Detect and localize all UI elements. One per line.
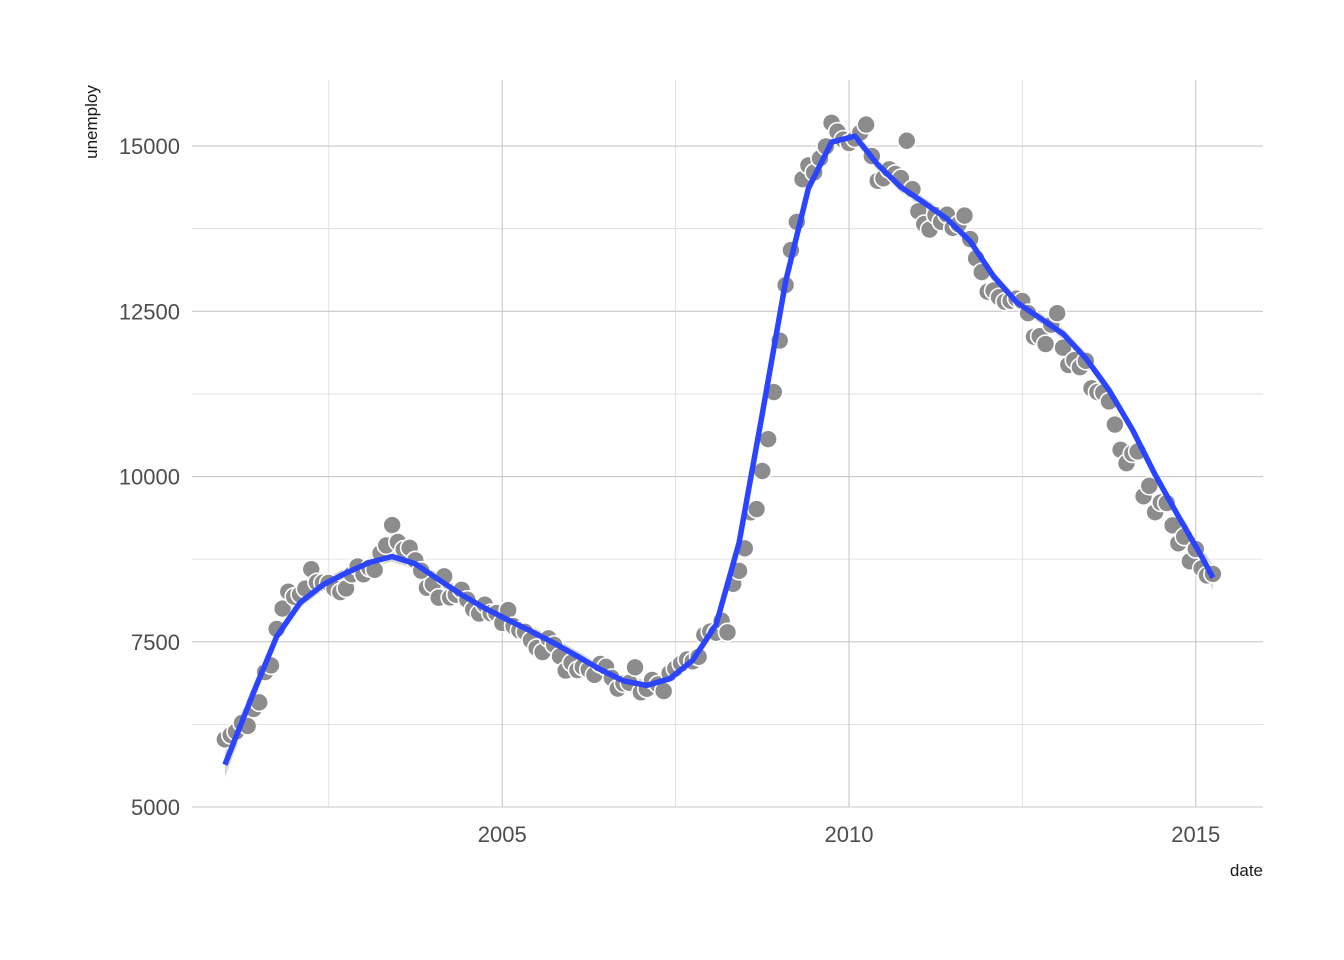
confidence-band-layer — [224, 130, 1213, 778]
grid-lines — [192, 80, 1263, 808]
smooth-trend-line — [222, 133, 1216, 766]
data-point — [1105, 414, 1125, 435]
smooth-trend-layer — [222, 133, 1216, 766]
y-tick-label: 5000 — [131, 795, 180, 820]
x-axis-title: date — [1230, 861, 1263, 880]
data-point — [1053, 337, 1073, 358]
data-point — [954, 205, 975, 226]
y-axis-title: unemploy — [82, 85, 101, 159]
x-tick-label: 2010 — [825, 822, 874, 847]
data-point — [1047, 303, 1067, 324]
data-point — [752, 461, 773, 481]
data-point — [625, 657, 645, 678]
y-tick-label: 15000 — [119, 134, 180, 159]
data-point — [896, 130, 917, 151]
data-point — [717, 622, 738, 643]
data-point — [382, 515, 402, 535]
data-point — [856, 114, 876, 135]
y-axis-tick-labels: 5000 7500 10000 12500 15000 — [119, 134, 180, 820]
data-points — [215, 113, 1223, 750]
x-tick-label: 2005 — [478, 822, 527, 847]
data-point — [1035, 334, 1056, 354]
data-point — [746, 499, 767, 519]
y-tick-label: 7500 — [131, 630, 180, 655]
y-tick-label: 12500 — [119, 299, 180, 324]
confidence-band — [224, 130, 1213, 778]
y-tick-label: 10000 — [119, 465, 180, 490]
x-axis-tick-labels: 2005 2010 2015 — [478, 822, 1220, 847]
data-point — [758, 429, 778, 449]
x-tick-label: 2015 — [1171, 822, 1220, 847]
